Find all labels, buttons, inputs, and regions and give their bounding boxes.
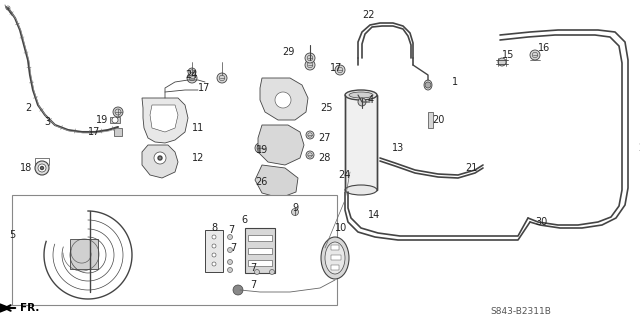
Ellipse shape xyxy=(424,80,432,90)
Bar xyxy=(331,255,341,260)
Circle shape xyxy=(212,253,216,257)
Bar xyxy=(248,235,272,241)
Text: 20: 20 xyxy=(432,115,444,125)
Text: 24: 24 xyxy=(186,70,198,80)
Circle shape xyxy=(212,235,216,239)
Text: S843-B2311B: S843-B2311B xyxy=(490,308,551,316)
Text: 29: 29 xyxy=(283,47,295,57)
Ellipse shape xyxy=(349,92,373,98)
Text: 28: 28 xyxy=(318,153,330,163)
Text: 8: 8 xyxy=(212,223,218,233)
Circle shape xyxy=(425,82,431,88)
Text: 1: 1 xyxy=(452,77,458,87)
Circle shape xyxy=(212,244,216,248)
Text: 9: 9 xyxy=(292,203,298,213)
Ellipse shape xyxy=(345,185,377,195)
Circle shape xyxy=(212,262,216,266)
Circle shape xyxy=(255,269,259,275)
Ellipse shape xyxy=(321,237,349,279)
Circle shape xyxy=(188,68,196,76)
Circle shape xyxy=(306,151,314,159)
Polygon shape xyxy=(150,105,178,132)
Circle shape xyxy=(275,92,291,108)
Bar xyxy=(428,112,433,128)
Polygon shape xyxy=(258,125,304,165)
Circle shape xyxy=(255,143,265,153)
Text: 18: 18 xyxy=(20,163,32,173)
Circle shape xyxy=(113,107,123,117)
Bar xyxy=(331,245,339,250)
Polygon shape xyxy=(110,117,120,123)
Polygon shape xyxy=(142,145,178,178)
Text: 22: 22 xyxy=(362,10,374,20)
Text: 11: 11 xyxy=(192,123,204,133)
Bar xyxy=(248,260,272,266)
Text: 3: 3 xyxy=(44,117,50,127)
Polygon shape xyxy=(70,239,98,269)
Text: 7: 7 xyxy=(230,243,236,253)
Text: 24: 24 xyxy=(338,170,350,180)
Circle shape xyxy=(38,164,46,172)
Text: 30: 30 xyxy=(536,217,548,227)
Polygon shape xyxy=(114,128,122,136)
Text: 14: 14 xyxy=(368,210,380,220)
Circle shape xyxy=(227,268,232,273)
Circle shape xyxy=(227,235,232,239)
Text: 7: 7 xyxy=(228,225,234,235)
Bar xyxy=(205,230,223,272)
Circle shape xyxy=(305,53,315,63)
Circle shape xyxy=(530,50,540,60)
Circle shape xyxy=(269,269,275,275)
Text: 17: 17 xyxy=(198,83,210,93)
Circle shape xyxy=(233,285,243,295)
Text: FR.: FR. xyxy=(20,303,40,313)
Polygon shape xyxy=(255,165,298,198)
Text: 17: 17 xyxy=(330,63,342,73)
Circle shape xyxy=(40,166,44,170)
Circle shape xyxy=(291,209,298,215)
Bar xyxy=(248,248,272,254)
Text: 10: 10 xyxy=(335,223,348,233)
Text: 19: 19 xyxy=(256,145,268,155)
Text: 7: 7 xyxy=(250,280,256,290)
Text: 13: 13 xyxy=(392,143,404,153)
Text: 26: 26 xyxy=(255,177,268,187)
Bar xyxy=(12,195,337,305)
Text: 6: 6 xyxy=(242,215,248,225)
Bar xyxy=(245,228,275,273)
Circle shape xyxy=(35,161,49,175)
Text: 27: 27 xyxy=(318,133,330,143)
Text: 17: 17 xyxy=(88,127,100,137)
Circle shape xyxy=(305,60,315,70)
Text: 2: 2 xyxy=(26,103,32,113)
Text: 23: 23 xyxy=(638,143,640,153)
Circle shape xyxy=(154,152,166,164)
Text: 21: 21 xyxy=(465,163,477,173)
Circle shape xyxy=(158,156,162,160)
Text: 25: 25 xyxy=(320,103,333,113)
Polygon shape xyxy=(142,98,188,143)
Circle shape xyxy=(217,73,227,83)
Circle shape xyxy=(358,98,366,106)
Circle shape xyxy=(227,247,232,252)
Text: 5: 5 xyxy=(9,230,15,240)
Text: 4: 4 xyxy=(368,95,374,105)
Text: 7: 7 xyxy=(250,263,256,273)
Ellipse shape xyxy=(325,242,345,274)
Circle shape xyxy=(498,58,506,66)
Text: 15: 15 xyxy=(502,50,515,60)
Polygon shape xyxy=(260,78,308,120)
Circle shape xyxy=(112,117,118,123)
Bar xyxy=(331,265,339,270)
Ellipse shape xyxy=(345,90,377,100)
Circle shape xyxy=(306,131,314,139)
Text: 16: 16 xyxy=(538,43,550,53)
Circle shape xyxy=(335,65,345,75)
Bar xyxy=(345,95,377,190)
Circle shape xyxy=(187,73,197,83)
Circle shape xyxy=(227,260,232,265)
Text: 19: 19 xyxy=(96,115,108,125)
Polygon shape xyxy=(0,304,10,312)
Text: 12: 12 xyxy=(192,153,204,163)
